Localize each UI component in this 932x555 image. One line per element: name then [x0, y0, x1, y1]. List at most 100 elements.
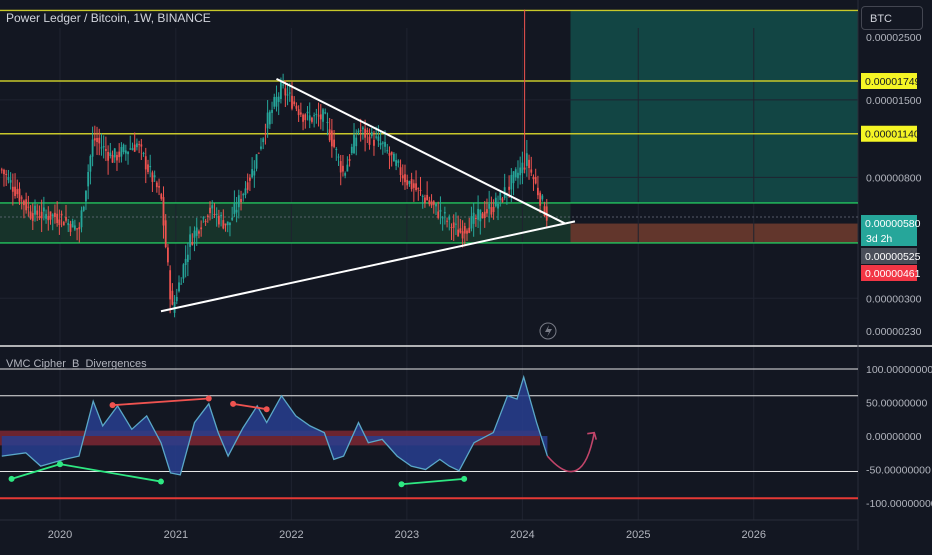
candle-body [477, 208, 479, 220]
candle-body [437, 211, 440, 218]
candle-body [455, 223, 457, 225]
candle-body [326, 122, 329, 124]
candle-body [390, 151, 393, 155]
candle-body [430, 201, 433, 206]
candle-body [319, 114, 322, 120]
lightning-icon-bolt [545, 325, 552, 337]
candle-body [233, 203, 236, 214]
candle-body [186, 254, 189, 262]
candle-body [224, 223, 227, 226]
price-tag-last [861, 215, 917, 231]
candle-body [237, 195, 240, 208]
candle-body [373, 139, 375, 146]
candle-body [58, 219, 61, 226]
time-axis-label: 2023 [395, 529, 419, 541]
candle-body [89, 156, 92, 172]
candle-body [308, 115, 311, 121]
candle-body [195, 227, 198, 236]
candle-body [353, 134, 355, 154]
divergence-dot [109, 402, 116, 409]
candle-body [178, 282, 180, 292]
candle-body [124, 150, 127, 154]
candle-body [304, 114, 307, 121]
target-zone [570, 10, 858, 203]
candle-body [38, 215, 41, 219]
price-tag-level [861, 73, 917, 90]
candle-body [140, 144, 143, 147]
price-tag-red [861, 265, 917, 281]
candle-body [357, 130, 360, 133]
divergence-dot [205, 395, 212, 402]
candle-body [182, 264, 185, 279]
indicator-axis-label: -100.00000000 [866, 498, 932, 510]
candle-body [517, 172, 519, 179]
wave-line [1, 374, 549, 476]
candle-body [268, 111, 271, 125]
candle-body [401, 175, 404, 179]
candle-body [519, 167, 522, 176]
candle-body [350, 146, 353, 154]
candle-body [25, 199, 28, 211]
time-axis-label: 2020 [48, 529, 72, 541]
candle-body [428, 200, 431, 205]
candle-body [47, 215, 50, 221]
candle-body [486, 209, 488, 214]
candle-body [355, 137, 358, 147]
candle-body [220, 214, 222, 217]
candle-body [271, 109, 273, 113]
candle-body [397, 160, 400, 163]
candle-body [379, 142, 382, 146]
candle-body [107, 151, 110, 161]
candle-body [424, 197, 426, 204]
candle-body [508, 186, 511, 190]
currency-selector[interactable]: BTC [861, 6, 923, 30]
candle-body [311, 117, 313, 122]
candle-body [324, 112, 327, 114]
candle-body [0, 169, 3, 171]
candle-body [246, 182, 249, 190]
candle-body [388, 153, 391, 156]
candle-body [260, 146, 262, 149]
candle-body [277, 96, 280, 102]
candle-body [459, 228, 462, 233]
candle-body [160, 194, 163, 199]
candle-body [155, 182, 158, 188]
trendline-descending [276, 77, 566, 225]
candle-body [499, 192, 502, 200]
candle-body [122, 144, 125, 153]
candle-body [118, 151, 121, 158]
candle-body [348, 159, 351, 161]
candle-body [51, 214, 54, 217]
candle-body [67, 222, 70, 226]
candle-body [359, 130, 362, 132]
candle-body [474, 217, 477, 219]
candle-body [335, 148, 338, 150]
candle-body [202, 217, 205, 219]
candle-body [56, 213, 59, 223]
candle-body [410, 179, 413, 190]
candle-body [426, 194, 429, 201]
candle-body [481, 213, 484, 219]
candle-body [147, 164, 149, 172]
candle-body [9, 180, 12, 183]
candle-body [479, 209, 482, 222]
candle-body [512, 171, 515, 184]
candle-body [275, 96, 278, 107]
candle-body [514, 169, 517, 178]
lightning-icon [539, 322, 557, 340]
candle-body [42, 207, 45, 212]
candle-body [229, 222, 231, 226]
candle-body [69, 224, 72, 232]
projection-arrowhead [587, 431, 598, 440]
candle-body [36, 210, 39, 215]
projection-arrow [546, 432, 596, 473]
candle-body [213, 213, 216, 215]
candle-body [342, 165, 344, 172]
divergence-dot [57, 461, 63, 468]
stop-zone [570, 223, 858, 243]
price-tag-label: 0.00001140 [865, 129, 920, 141]
candle-body [158, 186, 160, 188]
candle-body [65, 216, 67, 221]
